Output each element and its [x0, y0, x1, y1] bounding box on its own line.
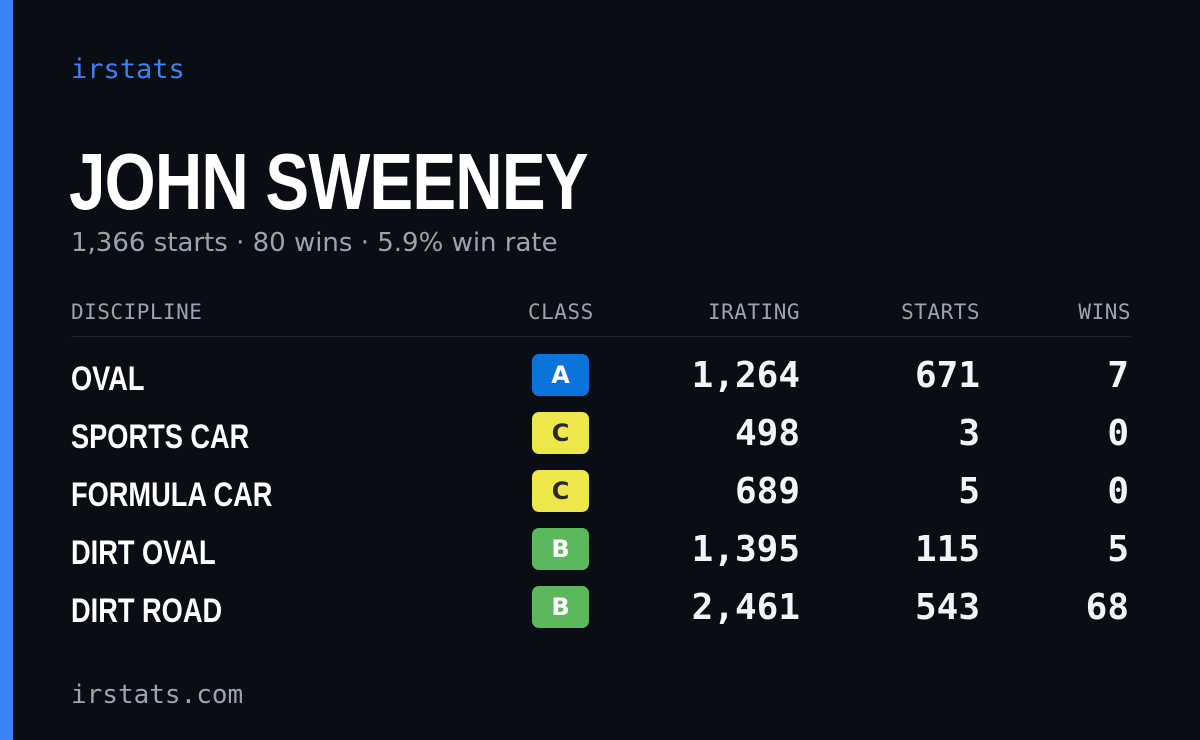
- class-badge: C: [532, 470, 589, 512]
- discipline-label: DIRT OVAL: [71, 534, 216, 572]
- table-row: FORMULA CAR C 689 5 0: [71, 470, 1131, 528]
- class-badge: A: [532, 354, 589, 396]
- table-row: SPORTS CAR C 498 3 0: [71, 412, 1131, 470]
- header-starts: STARTS: [901, 300, 980, 324]
- discipline-label: SPORTS CAR: [71, 418, 250, 456]
- wins-value: 0: [1107, 471, 1129, 512]
- wins-value: 5: [1107, 529, 1129, 570]
- starts-value: 5: [958, 471, 980, 512]
- class-badge: B: [532, 528, 589, 570]
- wins-value: 68: [1085, 587, 1129, 628]
- brand-logo: irstats: [71, 54, 185, 85]
- discipline-label: OVAL: [71, 360, 145, 398]
- starts-value: 115: [914, 529, 980, 570]
- footer-url: irstats.com: [71, 680, 244, 710]
- header-class: CLASS: [528, 300, 594, 324]
- table-header: DISCIPLINE CLASS IRATING STARTS WINS: [71, 298, 1131, 337]
- header-discipline: DISCIPLINE: [71, 300, 203, 324]
- irating-value: 689: [734, 471, 800, 512]
- accent-bar: [0, 0, 13, 740]
- wins-value: 0: [1107, 413, 1129, 454]
- discipline-label: FORMULA CAR: [71, 476, 273, 514]
- irating-value: 1,395: [691, 529, 800, 570]
- license-table: DISCIPLINE CLASS IRATING STARTS WINS OVA…: [71, 298, 1131, 630]
- driver-name: JOHN SWEENEY: [69, 137, 589, 226]
- irating-value: 1,264: [691, 355, 800, 396]
- starts-value: 3: [958, 413, 980, 454]
- header-wins: WINS: [1078, 300, 1131, 324]
- table-row: DIRT OVAL B 1,395 115 5: [71, 528, 1131, 586]
- driver-summary: 1,366 starts · 80 wins · 5.9% win rate: [71, 228, 558, 258]
- class-badge: B: [532, 586, 589, 628]
- discipline-label: DIRT ROAD: [71, 592, 223, 630]
- starts-value: 543: [914, 587, 980, 628]
- irating-value: 2,461: [691, 587, 800, 628]
- header-irating: IRATING: [707, 300, 800, 324]
- table-row: OVAL A 1,264 671 7: [71, 354, 1131, 412]
- irating-value: 498: [734, 413, 800, 454]
- starts-value: 671: [914, 355, 980, 396]
- table-row: DIRT ROAD B 2,461 543 68: [71, 586, 1131, 644]
- wins-value: 7: [1107, 355, 1129, 396]
- class-badge: C: [532, 412, 589, 454]
